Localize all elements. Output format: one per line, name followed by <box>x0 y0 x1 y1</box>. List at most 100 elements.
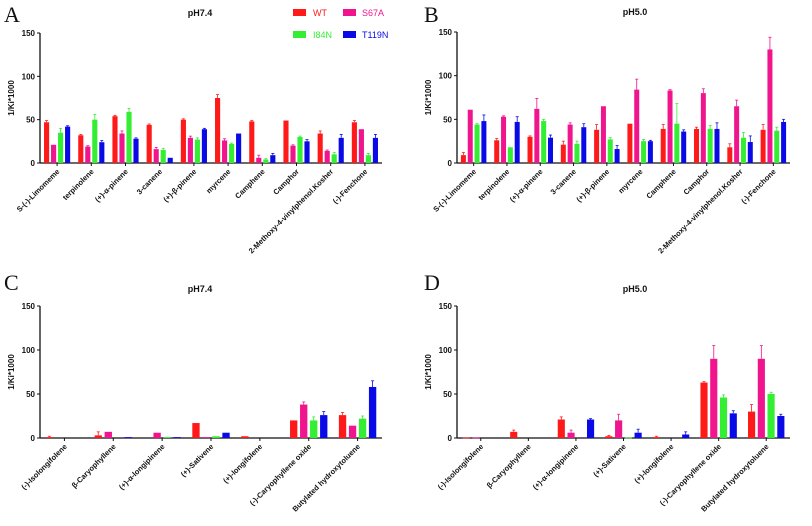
bar-wt <box>112 116 118 163</box>
bar-s67a <box>767 49 773 163</box>
bar-wt <box>283 120 289 163</box>
bar-i84n <box>194 139 200 163</box>
bar-t119n <box>133 138 139 163</box>
bar-wt <box>494 140 500 163</box>
legend-label-s67a: S67A <box>362 8 384 18</box>
x-tick-label: myrcene <box>204 167 232 195</box>
bar-wt <box>527 136 533 163</box>
x-tick-label: (+)-α-longipinene <box>117 442 167 492</box>
legend-label-t119n: T119N <box>362 30 388 40</box>
x-tick-label: (+)-β-pinene <box>161 167 198 204</box>
bar-t119n <box>781 121 787 163</box>
bar-wt <box>462 437 470 439</box>
y-tick-label: 150 <box>22 302 36 311</box>
bar-i84n <box>365 155 371 163</box>
x-tick-label: S-(-)-Limomeme <box>15 167 62 214</box>
bar-i84n <box>474 124 480 163</box>
bar-s67a <box>358 129 364 163</box>
bar-t119n <box>581 127 587 163</box>
y-tick-label: 50 <box>443 115 452 124</box>
x-tick-label: myrcene <box>616 167 644 195</box>
legend-label-i84n: I84N <box>313 30 332 40</box>
bar-t119n <box>634 432 642 438</box>
bar-t119n <box>729 413 737 438</box>
bar-wt <box>760 129 766 163</box>
bar-t119n <box>747 142 753 163</box>
bar-i84n <box>774 130 780 163</box>
bar-wt <box>727 147 733 163</box>
bar-s67a <box>600 106 606 163</box>
bar-s67a <box>187 137 193 163</box>
panel-title: pH5.0 <box>623 284 648 294</box>
y-axis-label: 1/Ki*1000 <box>424 79 433 115</box>
y-tick-label: 50 <box>26 390 35 399</box>
bar-wt <box>627 123 633 163</box>
bar-i84n <box>58 132 64 163</box>
y-tick-label: 100 <box>439 346 453 355</box>
panel-letter: D <box>424 270 440 295</box>
bar-s67a <box>202 437 210 438</box>
bar-t119n <box>65 126 71 163</box>
bar-wt <box>146 124 152 163</box>
x-tick-label: (+)-longifolene <box>632 442 675 485</box>
bar-s67a <box>734 106 740 163</box>
bar-wt <box>748 411 756 438</box>
bar-i84n <box>263 159 269 163</box>
bar-wt <box>78 135 84 163</box>
legend-swatch-i84n <box>293 31 306 38</box>
bar-s67a <box>51 144 57 163</box>
x-tick-label: S-(-)-Limomeme <box>431 167 478 214</box>
bar-s67a <box>700 93 706 163</box>
bar-i84n <box>310 420 318 438</box>
bar-wt <box>180 119 186 163</box>
bar-i84n <box>767 394 775 438</box>
bar-s67a <box>757 358 765 438</box>
bar-s67a <box>710 358 718 438</box>
panel-title: pH7.4 <box>188 8 213 18</box>
bar-t119n <box>714 128 720 163</box>
y-axis-label: 1/Ki*1000 <box>424 354 433 390</box>
legend-swatch-wt <box>293 9 306 16</box>
bar-s67a <box>300 404 308 438</box>
bar-wt <box>241 436 249 438</box>
y-tick-label: 150 <box>439 28 453 37</box>
bar-i84n <box>641 141 647 163</box>
y-tick-label: 150 <box>439 302 453 311</box>
bar-wt <box>94 435 102 438</box>
legend-swatch-t119n <box>343 31 356 38</box>
x-tick-label: Camphene <box>644 167 677 200</box>
bar-t119n <box>647 141 653 163</box>
bar-s67a <box>615 420 623 438</box>
bar-t119n <box>99 142 105 163</box>
bar-s67a <box>501 116 507 163</box>
bar-wt <box>45 437 54 438</box>
bar-wt <box>44 122 50 163</box>
bar-t119n <box>614 149 620 163</box>
y-tick-label: 50 <box>26 116 35 125</box>
bar-wt <box>249 121 255 163</box>
bar-s67a <box>348 425 357 438</box>
bar-i84n <box>126 111 132 163</box>
bar-s67a <box>324 150 330 163</box>
bar-t119n <box>547 137 553 163</box>
bar-wt <box>660 128 666 163</box>
bar-wt <box>351 122 357 163</box>
bar-i84n <box>229 143 235 163</box>
bar-i84n <box>674 123 680 163</box>
bar-i84n <box>358 418 367 438</box>
bar-wt <box>557 419 565 438</box>
bar-i84n <box>719 397 728 438</box>
x-tick-label: (-)-Isolongifolene <box>19 442 68 491</box>
bar-t119n <box>236 133 242 163</box>
bar-s67a <box>153 149 159 163</box>
bar-s67a <box>467 109 473 163</box>
bar-wt <box>510 431 518 438</box>
y-tick-label: 0 <box>31 434 36 443</box>
bar-s67a <box>256 157 262 163</box>
bar-i84n <box>297 137 303 163</box>
y-tick-label: 150 <box>22 29 36 38</box>
